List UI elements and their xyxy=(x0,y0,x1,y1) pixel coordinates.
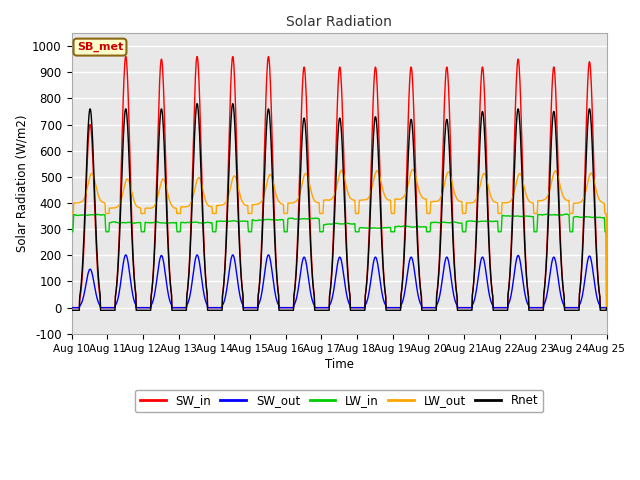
SW_in xyxy=(187,223,195,229)
SW_in xyxy=(603,305,611,311)
SW_in xyxy=(247,305,255,311)
Rnet xyxy=(540,307,547,313)
LW_in xyxy=(173,229,181,235)
Rnet xyxy=(193,101,201,107)
LW_out xyxy=(187,201,195,207)
SW_in xyxy=(540,305,547,311)
Line: SW_out: SW_out xyxy=(72,255,607,308)
LW_out xyxy=(492,200,500,205)
SW_out xyxy=(603,305,611,311)
Line: LW_in: LW_in xyxy=(72,214,607,308)
SW_out xyxy=(247,305,255,311)
SW_out xyxy=(492,305,500,311)
Legend: SW_in, SW_out, LW_in, LW_out, Rnet: SW_in, SW_out, LW_in, LW_out, Rnet xyxy=(135,390,543,412)
LW_out xyxy=(409,167,417,172)
Rnet xyxy=(603,305,611,311)
Rnet xyxy=(68,307,76,313)
LW_out xyxy=(540,197,547,203)
SW_out xyxy=(122,252,130,258)
LW_in xyxy=(246,229,254,235)
LW_out xyxy=(603,305,611,311)
Line: SW_in: SW_in xyxy=(72,57,607,308)
SW_out xyxy=(68,305,76,311)
LW_out xyxy=(173,211,181,216)
SW_out xyxy=(422,305,430,311)
Line: LW_out: LW_out xyxy=(72,169,607,308)
X-axis label: Time: Time xyxy=(324,358,353,371)
SW_out xyxy=(174,305,182,311)
LW_in xyxy=(187,219,195,225)
Y-axis label: Solar Radiation (W/m2): Solar Radiation (W/m2) xyxy=(15,115,28,252)
Rnet xyxy=(173,307,181,313)
Line: Rnet: Rnet xyxy=(72,104,607,310)
SW_in xyxy=(174,305,182,311)
LW_out xyxy=(68,211,76,216)
SW_in xyxy=(492,305,500,311)
LW_in xyxy=(422,224,429,229)
LW_in xyxy=(492,218,500,224)
LW_out xyxy=(422,196,430,202)
SW_out xyxy=(540,305,547,311)
LW_in xyxy=(68,229,76,235)
Rnet xyxy=(187,242,195,248)
Rnet xyxy=(247,307,255,313)
Text: SB_met: SB_met xyxy=(77,42,123,52)
LW_in xyxy=(563,211,570,217)
Title: Solar Radiation: Solar Radiation xyxy=(286,15,392,29)
SW_in xyxy=(68,305,76,311)
LW_in xyxy=(539,212,547,217)
LW_in xyxy=(603,305,611,311)
Rnet xyxy=(492,307,500,313)
SW_in xyxy=(422,305,430,311)
SW_in xyxy=(122,54,130,60)
LW_out xyxy=(246,211,254,216)
Rnet xyxy=(422,307,430,313)
SW_out xyxy=(187,288,195,293)
